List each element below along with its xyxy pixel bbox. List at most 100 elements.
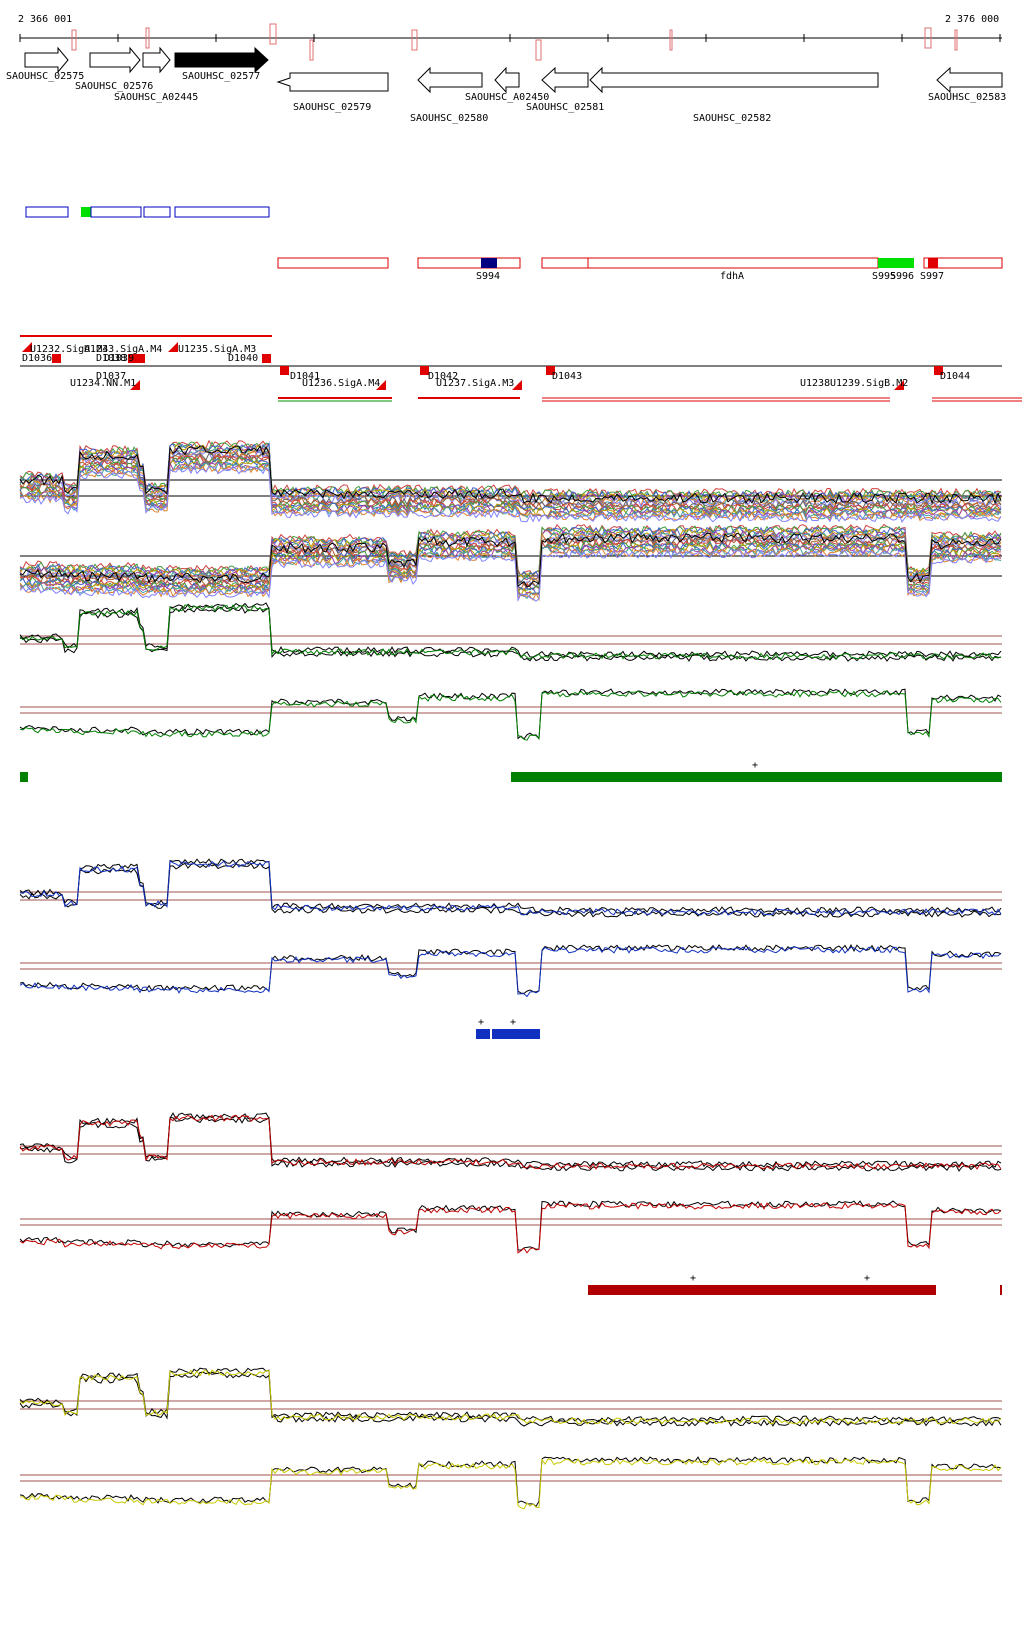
feature-box[interactable] xyxy=(174,206,270,218)
sig-bar-blue[interactable] xyxy=(492,1029,540,1039)
ruler-mark xyxy=(924,27,932,49)
downshift-label: D1038 xyxy=(96,353,126,364)
sig-plus-marker: + xyxy=(864,1273,870,1284)
profile-trace xyxy=(19,537,1002,590)
shift-flag-icon xyxy=(128,354,137,363)
feature-label: S995 xyxy=(872,271,896,282)
ruler-mark xyxy=(954,29,958,51)
profile-trace xyxy=(19,946,1002,998)
gene-label: SAOUHSC_02577 xyxy=(182,71,260,82)
feature-box[interactable] xyxy=(417,257,521,269)
segment-label: U1238 xyxy=(800,378,830,389)
shift-flag-icon xyxy=(894,380,904,390)
gene-label: SAOUHSC_02579 xyxy=(293,102,371,113)
ruler-mark xyxy=(145,27,150,49)
profile-trace xyxy=(19,1112,1002,1168)
feature-box[interactable] xyxy=(25,206,69,218)
segment-label: U1232.SigA.M4 xyxy=(30,344,108,355)
segmentation-track: U1232.SigA.M4 U1233.SigA.M4 U1235.SigA.M… xyxy=(20,335,1022,402)
gene-arrow-SAOUHSC_02581[interactable] xyxy=(541,66,589,94)
feature-label: S994 xyxy=(476,271,500,282)
gene-arrow-SAOUHSC_02580[interactable] xyxy=(417,66,483,94)
gene-arrow-SAOUHSC_02577[interactable] xyxy=(174,46,269,74)
gene-label: SAOUHSC_02583 xyxy=(928,92,1006,103)
sig-bar-green[interactable] xyxy=(20,772,28,782)
shift-flag-icon xyxy=(52,354,61,363)
shift-flag-icon xyxy=(512,380,522,390)
significance-bars: + + + + + xyxy=(20,760,1002,1295)
profile-trace xyxy=(19,858,1002,914)
ruler-mark xyxy=(309,39,314,61)
feature-box[interactable] xyxy=(143,206,171,218)
ruler-marks xyxy=(71,23,958,61)
shift-flag-icon xyxy=(420,366,429,375)
profile-trace xyxy=(19,688,1002,740)
sig-bar-red[interactable] xyxy=(588,1285,936,1295)
shift-flag-icon xyxy=(168,342,178,352)
gene-arrow-SAOUHSC_A02445[interactable] xyxy=(142,46,171,74)
feature-box[interactable] xyxy=(923,257,1003,269)
profile-trace xyxy=(19,1200,1002,1251)
expression-profile-plots xyxy=(19,439,1002,1510)
gene-arrow-SAOUHSC_02579[interactable] xyxy=(276,72,389,92)
feature-label: S996 xyxy=(890,271,914,282)
end-coordinate: 2 376 000 xyxy=(945,14,999,25)
gene-label: SAOUHSC_A02445 xyxy=(114,92,198,103)
ruler-mark xyxy=(411,29,418,51)
profile-trace xyxy=(19,1371,1002,1427)
segment-label: U1234.NN.M1 xyxy=(70,378,136,389)
shift-flag-icon xyxy=(934,366,943,375)
gene-arrow-SAOUHSC_A02450[interactable] xyxy=(494,66,520,94)
feature-box[interactable] xyxy=(81,207,91,217)
downshift-label: D1037 xyxy=(96,371,126,382)
profile-trace xyxy=(19,1369,1002,1425)
profile-trace xyxy=(19,1367,1002,1423)
shift-flag-icon xyxy=(130,380,140,390)
gene-track: SAOUHSC_02575 SAOUHSC_02576 SAOUHSC_A024… xyxy=(6,46,1006,124)
feature-box[interactable] xyxy=(541,257,879,269)
downshift-label: D1039 xyxy=(104,353,134,364)
sig-bar-red[interactable] xyxy=(1000,1285,1002,1295)
gene-label: SAOUHSC_02575 xyxy=(6,71,84,82)
reverse-feature-track: S994 fdhA S995 S996 S997 xyxy=(277,257,1003,282)
downshift-label: D1041 xyxy=(290,371,320,382)
feature-box-S994[interactable] xyxy=(481,258,497,268)
forward-feature-track xyxy=(25,206,270,218)
profile-trace xyxy=(19,1202,1002,1254)
sig-bar-green[interactable] xyxy=(511,772,1002,782)
feature-box-S997[interactable] xyxy=(928,258,938,268)
gene-label: SAOUHSC_02576 xyxy=(75,81,153,92)
profile-trace xyxy=(19,444,1002,505)
feature-label: S997 xyxy=(920,271,944,282)
ruler-mark xyxy=(535,39,542,61)
profile-trace xyxy=(19,456,1002,515)
ruler-mark xyxy=(269,23,277,45)
gene-arrow-SAOUHSC_02576[interactable] xyxy=(89,46,141,74)
sig-plus-marker: + xyxy=(510,1017,516,1028)
profile-trace xyxy=(19,604,1002,660)
segment-label: U1233.SigA.M4 xyxy=(84,344,162,355)
shift-flag-icon xyxy=(262,354,271,363)
shift-flag-icon xyxy=(546,366,555,375)
gene-arrow-SAOUHSC_02575[interactable] xyxy=(24,46,69,74)
gene-label: SAOUHSC_02581 xyxy=(526,102,604,113)
gene-arrow-SAOUHSC_02582[interactable] xyxy=(589,66,879,94)
feature-box[interactable] xyxy=(90,206,142,218)
profile-trace xyxy=(19,532,1002,588)
segment-label: U1236.SigA.M4 xyxy=(302,378,380,389)
profile-trace xyxy=(19,441,1002,501)
profile-trace xyxy=(19,549,1002,603)
feature-box[interactable] xyxy=(277,257,389,269)
shift-flag-icon xyxy=(376,380,386,390)
gene-arrow-SAOUHSC_02583[interactable] xyxy=(936,66,1003,94)
sig-plus-marker: + xyxy=(752,760,758,771)
profile-trace xyxy=(19,862,1002,918)
segment-label: U1239.SigB.M2 xyxy=(830,378,908,389)
ruler-mark xyxy=(669,29,673,51)
start-coordinate: 2 366 001 xyxy=(18,14,72,25)
profile-trace xyxy=(19,1114,1002,1170)
feature-box-S995[interactable] xyxy=(878,258,914,268)
profile-trace xyxy=(19,860,1002,916)
sig-bar-blue[interactable] xyxy=(476,1029,490,1039)
